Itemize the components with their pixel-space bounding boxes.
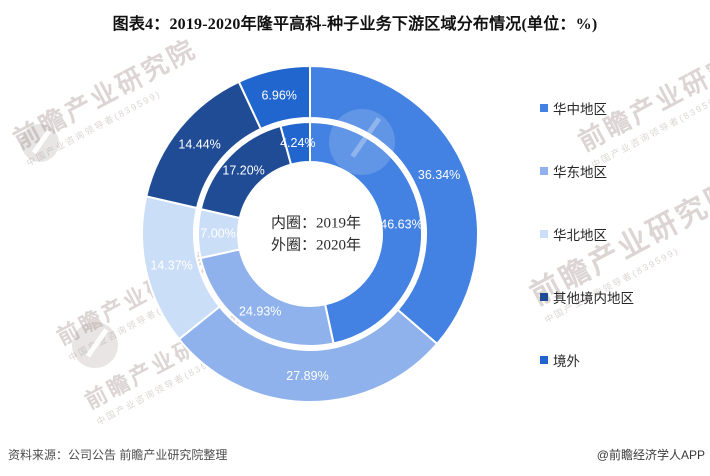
legend-label-4: 境外 — [553, 354, 580, 369]
slice-label-outer-0: 36.34% — [418, 168, 460, 182]
slice-label-inner-0: 46.63% — [380, 217, 422, 231]
watermark-logo — [329, 109, 395, 175]
slice-labels: 46.63% 24.93% 7.00% 17.20% 4.24% 36.34% 27.89%… — [150, 88, 460, 383]
legend-swatch-2 — [540, 230, 548, 238]
legend-swatch-1 — [540, 167, 548, 175]
slice-label-inner-4: 4.24% — [280, 136, 315, 150]
legend-swatch-0 — [540, 104, 548, 112]
legend-item-2[interactable]: 华北地区 — [540, 225, 634, 243]
inner-ring-note: 内圈：2019年 — [270, 215, 362, 232]
legend-label-2: 华北地区 — [553, 228, 607, 243]
legend-label-0: 华中地区 — [553, 102, 607, 117]
watermark-logo-group — [21, 124, 118, 368]
legend-item-1[interactable]: 华东地区 — [540, 162, 634, 180]
outer-ring-note: 外圈：2020年 — [270, 237, 362, 253]
chart-title: 图表4：2019-2020年隆平高科-种子业务下游区域分布情况(单位：%) — [112, 16, 598, 33]
legend-item-4[interactable]: 境外 — [540, 351, 634, 369]
slice-label-outer-1: 27.89% — [286, 369, 328, 383]
slice-inner-4[interactable] — [279, 121, 311, 166]
legend: 华中地区华东地区华北地区其他境内地区 境外 — [540, 99, 634, 369]
legend-item-3[interactable]: 其他境内地区 — [540, 288, 634, 306]
pie-slices — [141, 65, 479, 403]
legend-item-0[interactable]: 华中地区 — [540, 99, 634, 117]
watermark-logo — [21, 124, 59, 162]
slice-label-inner-1: 24.93% — [239, 304, 281, 318]
legend-label-3: 其他境内地区 — [553, 291, 634, 306]
slice-outer-1[interactable] — [178, 305, 439, 403]
legend-label-1: 华东地区 — [553, 165, 607, 180]
slice-label-inner-2: 7.00% — [200, 227, 235, 241]
ring-legend-note: 内圈：2019年 外圈：2020年 — [271, 213, 361, 257]
slice-label-outer-3: 14.44% — [178, 138, 220, 152]
slice-label-inner-3: 17.20% — [222, 163, 264, 177]
credit-note: @前瞻经济学人APP — [596, 448, 705, 462]
source-note: 资料来源：公司公告 前瞻产业研究院整理 — [8, 448, 228, 462]
watermark-logo — [72, 322, 118, 368]
slice-inner-0[interactable] — [309, 121, 423, 345]
slice-outer-0[interactable] — [309, 65, 479, 345]
slice-label-outer-4: 6.96% — [261, 88, 296, 102]
slice-outer-4[interactable] — [237, 65, 311, 130]
legend-swatch-3 — [540, 293, 548, 301]
legend-swatch-4 — [540, 356, 548, 364]
watermark-logo-group — [329, 109, 395, 175]
slice-label-outer-2: 14.37% — [150, 259, 192, 273]
